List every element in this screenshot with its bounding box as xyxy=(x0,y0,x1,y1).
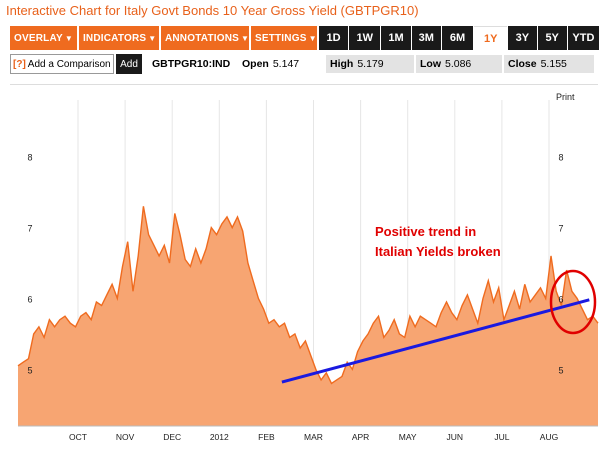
print-link[interactable]: Print xyxy=(556,92,575,102)
low-stat: Low 5.086 xyxy=(416,55,502,73)
period-1d-button[interactable]: 1D xyxy=(318,26,349,50)
period-3m-button[interactable]: 3M xyxy=(411,26,441,50)
y-tick-label-right: 6 xyxy=(558,294,563,304)
x-tick-label: 2012 xyxy=(210,432,229,442)
quote-bar: [?] Add a Comparison Add GBTPGR10:IND Op… xyxy=(10,53,600,75)
open-stat: Open 5.147 xyxy=(238,55,324,73)
x-tick-label: NOV xyxy=(116,432,135,442)
open-value: 5.147 xyxy=(272,58,300,70)
highlight-circle xyxy=(549,269,597,335)
low-value: 5.086 xyxy=(445,58,472,70)
x-tick-label: OCT xyxy=(69,432,87,442)
settings-menu[interactable]: SETTINGS ▼ xyxy=(250,26,317,50)
x-tick-label: AUG xyxy=(540,432,558,442)
add-comparison-label: Add a Comparison xyxy=(27,58,111,70)
chart-frame xyxy=(10,84,598,444)
period-3y-button[interactable]: 3Y xyxy=(508,26,537,50)
period-ytd-button[interactable]: YTD xyxy=(567,26,599,50)
x-tick-label: JUN xyxy=(447,432,464,442)
chevron-down-icon: ▼ xyxy=(148,33,157,43)
y-tick-label-left: 7 xyxy=(27,224,32,234)
y-tick-label-left: 8 xyxy=(27,153,32,163)
x-tick-label: FEB xyxy=(258,432,275,442)
indicators-menu-label: INDICATORS xyxy=(82,32,147,44)
indicators-menu[interactable]: INDICATORS ▼ xyxy=(78,26,159,50)
settings-menu-label: SETTINGS xyxy=(254,32,307,44)
annotation-line-1: Positive trend in xyxy=(375,224,476,239)
high-value: 5.179 xyxy=(357,58,384,70)
period-5y-button[interactable]: 5Y xyxy=(537,26,567,50)
add-comparison-button[interactable]: Add xyxy=(116,54,142,74)
overlay-menu[interactable]: OVERLAY ▼ xyxy=(10,26,77,50)
chevron-down-icon: ▼ xyxy=(241,33,250,43)
x-tick-label: JUL xyxy=(494,432,509,442)
y-tick-label-left: 6 xyxy=(27,294,32,304)
trend-line xyxy=(281,298,590,384)
chevron-down-icon: ▼ xyxy=(64,33,73,43)
chevron-down-icon: ▼ xyxy=(308,33,317,43)
period-1w-button[interactable]: 1W xyxy=(349,26,381,50)
y-tick-label-right: 5 xyxy=(558,365,563,375)
x-tick-label: MAR xyxy=(304,432,323,442)
close-value: 5.155 xyxy=(540,58,567,70)
help-icon[interactable]: [?] xyxy=(13,58,26,70)
close-label: Close xyxy=(508,58,537,70)
yield-area xyxy=(18,206,598,426)
close-stat: Close 5.155 xyxy=(504,55,594,73)
chart-toolbar: OVERLAY ▼ INDICATORS ▼ ANNOTATIONS ▼ SET… xyxy=(10,26,600,50)
period-1y-button[interactable]: 1Y xyxy=(474,26,508,50)
high-stat: High 5.179 xyxy=(326,55,414,73)
annotations-menu[interactable]: ANNOTATIONS ▼ xyxy=(160,26,250,50)
add-comparison-field[interactable]: [?] Add a Comparison xyxy=(10,54,114,74)
overlay-menu-label: OVERLAY xyxy=(14,32,63,44)
x-tick-label: DEC xyxy=(163,432,181,442)
low-label: Low xyxy=(420,58,441,70)
y-tick-label-right: 7 xyxy=(558,224,563,234)
high-label: High xyxy=(330,58,354,70)
ticker-symbol: GBTPGR10:IND xyxy=(152,58,231,70)
y-tick-label-left: 5 xyxy=(27,365,32,375)
period-6m-button[interactable]: 6M xyxy=(441,26,474,50)
annotation-line-2: Italian Yields broken xyxy=(375,244,501,259)
open-label: Open xyxy=(242,58,269,70)
x-tick-label: MAY xyxy=(399,432,417,442)
period-1m-button[interactable]: 1M xyxy=(381,26,411,50)
chart-title: Interactive Chart for Italy Govt Bonds 1… xyxy=(6,3,419,18)
yield-line xyxy=(17,206,599,385)
annotations-menu-label: ANNOTATIONS xyxy=(164,32,239,44)
x-tick-label: APR xyxy=(352,432,369,442)
y-tick-label-right: 8 xyxy=(558,153,563,163)
